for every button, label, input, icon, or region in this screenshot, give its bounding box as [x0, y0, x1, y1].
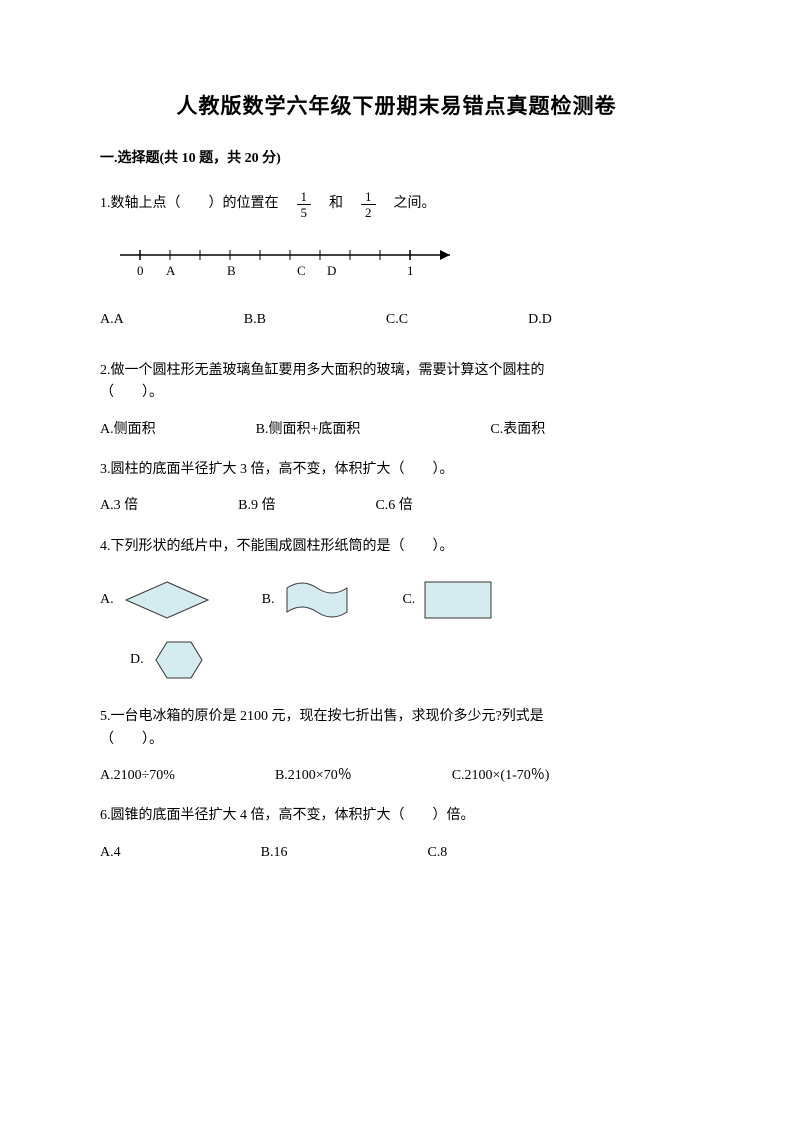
opt-c: C.C: [386, 309, 408, 331]
q4-text: 4.下列形状的纸片中，不能围成圆柱形纸筒的是（ ）。: [100, 536, 693, 558]
frac-num: 1: [297, 190, 312, 205]
shape-b-wave: B.: [262, 578, 353, 622]
opt-c: C.2100×(1-70％): [452, 765, 550, 787]
opt-b: B.16: [261, 842, 288, 864]
opt-c: C.表面积: [490, 419, 545, 441]
q6-text: 6.圆锥的底面半径扩大 4 倍，高不变，体积扩大（ ）倍。: [100, 805, 693, 827]
number-line: 0 A B C D 1: [110, 235, 693, 293]
label-c: C.: [402, 589, 415, 611]
q6-options: A.4 B.16 C.8: [100, 842, 693, 864]
label-d: D.: [130, 649, 144, 671]
q3-text: 3.圆柱的底面半径扩大 3 倍，高不变，体积扩大（ ）。: [100, 459, 693, 481]
q2-text1: 2.做一个圆柱形无盖玻璃鱼缸要用多大面积的玻璃，需要计算这个圆柱的: [100, 360, 693, 382]
q3-options: A.3 倍 B.9 倍 C.6 倍: [100, 495, 693, 517]
opt-b: B.9 倍: [238, 495, 275, 517]
frac-den: 5: [297, 205, 312, 219]
opt-c: C.8: [427, 842, 447, 864]
opt-a: A.4: [100, 842, 121, 864]
question-6: 6.圆锥的底面半径扩大 4 倍，高不变，体积扩大（ ）倍。 A.4 B.16 C…: [100, 805, 693, 864]
tick-B: B: [227, 263, 236, 278]
shape-c-rectangle: C.: [402, 578, 493, 622]
tick-C: C: [297, 263, 306, 278]
q1-prefix: 1.数轴上点（ ）的位置在: [100, 193, 293, 215]
question-4: 4.下列形状的纸片中，不能围成圆柱形纸筒的是（ ）。 A. B. C.: [100, 536, 693, 684]
diamond-icon: [122, 578, 212, 622]
fraction-1-5: 1 5: [297, 190, 312, 219]
frac-num: 1: [361, 190, 376, 205]
frac-den: 2: [361, 205, 376, 219]
tick-A: A: [166, 263, 176, 278]
tick-D: D: [327, 263, 336, 278]
q2-text2: （ ）。: [100, 382, 693, 404]
shape-a-diamond: A.: [100, 578, 212, 622]
section-header: 一.选择题(共 10 题，共 20 分): [100, 148, 693, 170]
rectangle-icon: [423, 578, 493, 622]
question-5: 5.一台电冰箱的原价是 2100 元，现在按七折出售，求现价多少元?列式是 （ …: [100, 706, 693, 787]
opt-b: B.B: [244, 309, 266, 331]
q5-text1: 5.一台电冰箱的原价是 2100 元，现在按七折出售，求现价多少元?列式是: [100, 706, 693, 728]
fraction-1-2: 1 2: [361, 190, 376, 219]
q1-options: A.A B.B C.C D.D: [100, 309, 693, 331]
tick-1: 1: [407, 263, 414, 278]
q5-options: A.2100÷70% B.2100×70％ C.2100×(1-70％): [100, 765, 693, 787]
q1-mid: 和: [315, 193, 357, 215]
opt-c: C.6 倍: [375, 495, 412, 517]
opt-a: A.A: [100, 309, 124, 331]
question-3: 3.圆柱的底面半径扩大 3 倍，高不变，体积扩大（ ）。 A.3 倍 B.9 倍…: [100, 459, 693, 518]
q2-options: A.侧面积 B.侧面积+底面积 C.表面积: [100, 419, 693, 441]
question-1: 1.数轴上点（ ）的位置在 1 5 和 1 2 之间。: [100, 190, 693, 332]
opt-a: A.3 倍: [100, 495, 138, 517]
opt-b: B.2100×70％: [275, 765, 352, 787]
page-title: 人教版数学六年级下册期末易错点真题检测卷: [100, 90, 693, 124]
q5-text2: （ ）。: [100, 729, 693, 751]
wave-icon: [282, 578, 352, 622]
opt-a: A.侧面积: [100, 419, 156, 441]
q1-suffix: 之间。: [380, 193, 436, 215]
opt-a: A.2100÷70%: [100, 765, 175, 787]
opt-b: B.侧面积+底面积: [256, 419, 361, 441]
label-a: A.: [100, 589, 114, 611]
opt-d: D.D: [528, 309, 552, 331]
question-2: 2.做一个圆柱形无盖玻璃鱼缸要用多大面积的玻璃，需要计算这个圆柱的 （ ）。 A…: [100, 360, 693, 441]
label-b: B.: [262, 589, 275, 611]
hexagon-icon: [152, 636, 206, 684]
shape-d-hexagon: D.: [130, 636, 206, 684]
tick-0: 0: [137, 263, 144, 278]
